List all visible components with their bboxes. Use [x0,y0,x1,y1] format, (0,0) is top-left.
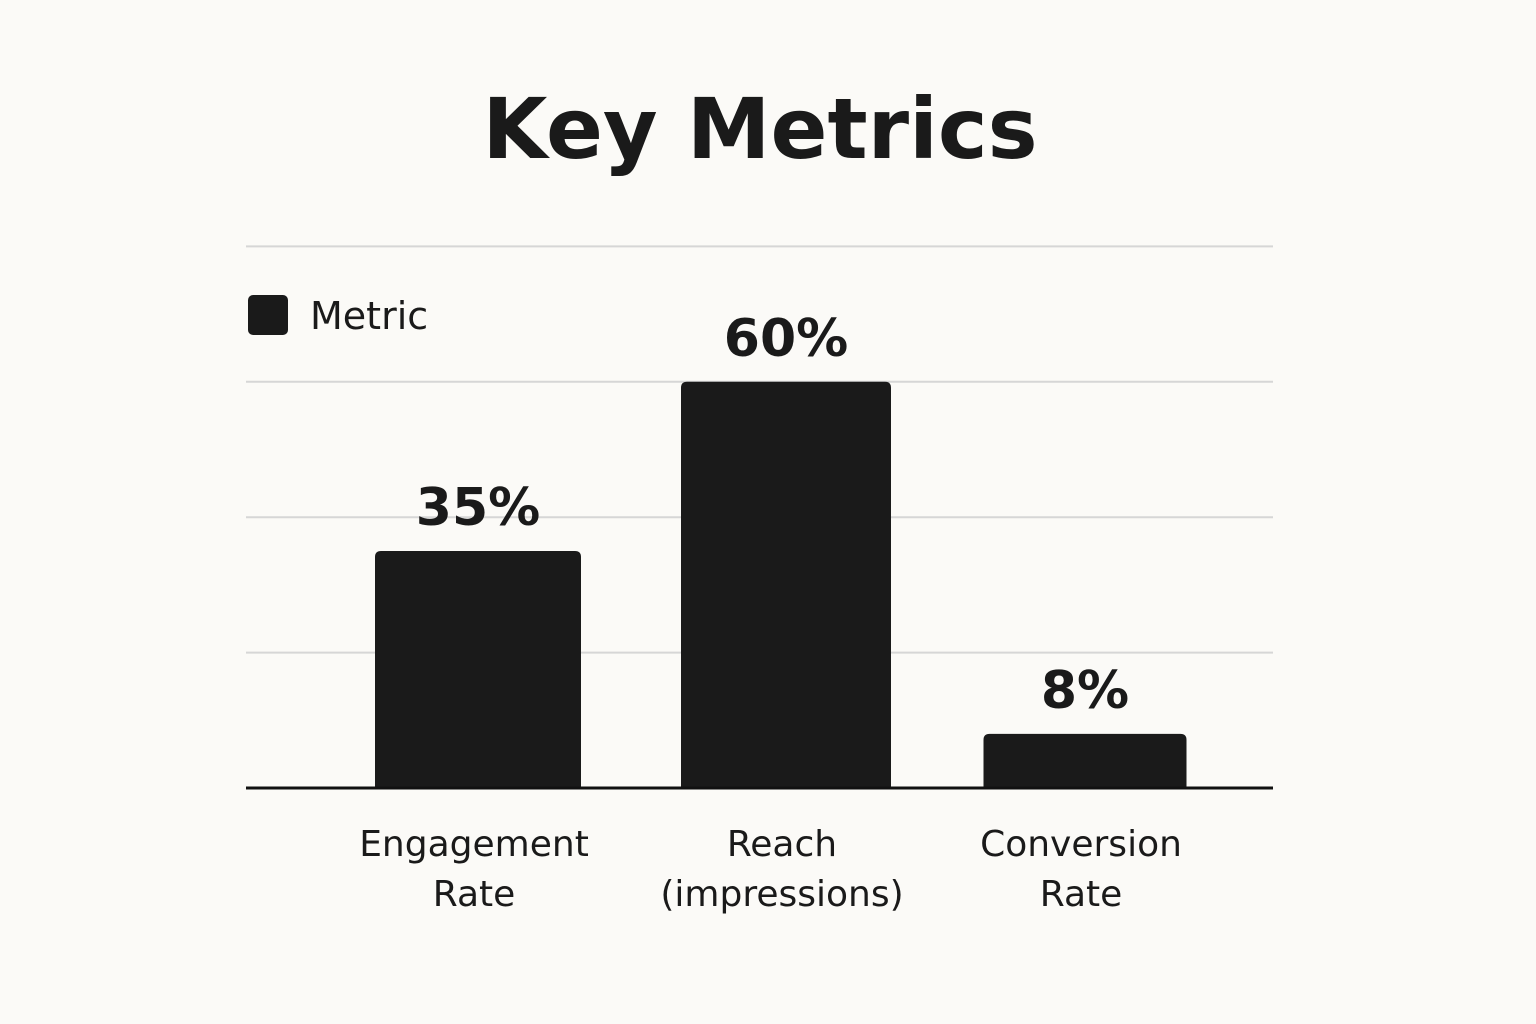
tick-label: Reach [727,824,837,865]
bar [375,551,581,788]
bar [983,733,1187,788]
data-label: 35% [416,478,540,538]
tick-label: Rate [433,874,516,915]
legend-label: Metric [310,294,428,338]
legend: Metric [248,294,428,338]
data-label: 8% [1041,661,1129,721]
tick-label: Conversion [980,824,1182,865]
category-labels: Engagement Rate Reach (impressions) Conversi… [359,824,1182,915]
tick-label: (impressions) [660,874,903,915]
bar [681,381,891,788]
bars [375,381,1187,788]
value-labels: 35% 60% 8% [416,309,1129,721]
data-label: 60% [724,309,848,369]
legend-swatch [248,295,288,335]
chart-title: Key Metrics [482,80,1037,178]
tick-label: Engagement [359,824,589,865]
tick-label: Rate [1040,874,1123,915]
